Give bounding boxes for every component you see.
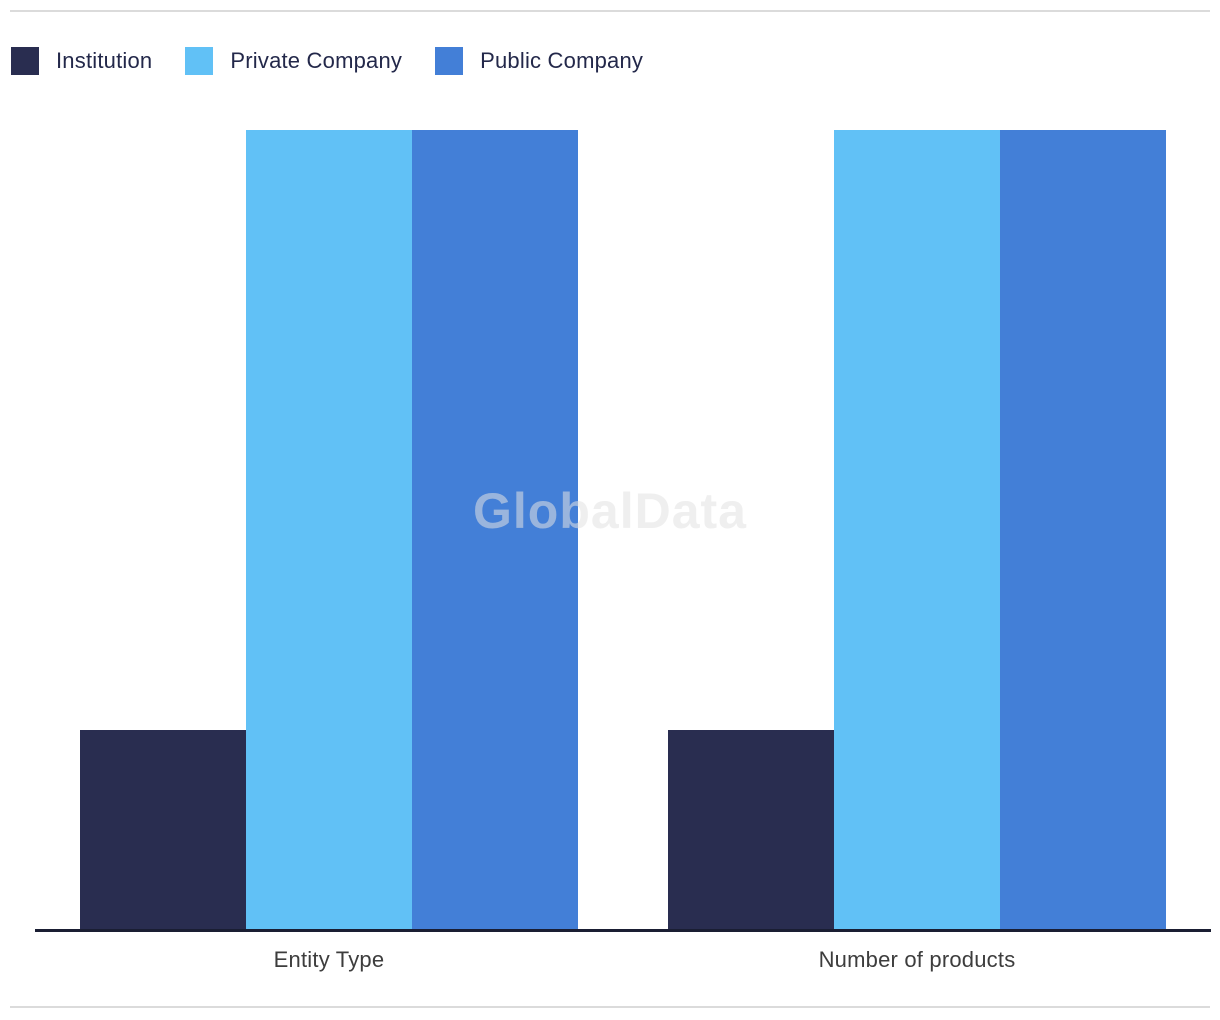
top-divider <box>10 10 1210 12</box>
legend-label-institution: Institution <box>56 48 153 73</box>
plot-area <box>35 130 1211 930</box>
bar-private-company-entity-type <box>246 130 412 930</box>
legend-swatch-public-company <box>435 47 464 75</box>
bar-public-company-entity-type <box>412 130 578 930</box>
legend-swatch-institution <box>11 47 39 75</box>
bar-public-company-number-of-products <box>1000 130 1166 930</box>
legend-swatch-private-company <box>185 47 214 75</box>
bar-group-entity-type <box>35 130 623 930</box>
legend-label-private-company: Private Company <box>230 48 403 73</box>
category-labels: Entity Type Number of products <box>35 947 1211 973</box>
bar-group-number-of-products <box>623 130 1211 930</box>
bar-private-company-number-of-products <box>834 130 1000 930</box>
legend-item-private-company: Private Company <box>185 47 402 75</box>
watermark: GlobalData <box>473 483 747 539</box>
bar-institution-number-of-products <box>668 730 834 930</box>
legend-label-public-company: Public Company <box>480 48 644 73</box>
legend-item-public-company: Public Company <box>435 47 643 75</box>
category-label-number-of-products: Number of products <box>818 947 1016 972</box>
x-axis-line <box>35 929 1211 932</box>
chart-legend: Institution Private Company Public Compa… <box>11 47 643 75</box>
bottom-divider <box>10 1006 1210 1008</box>
category-label-entity-type: Entity Type <box>273 947 385 972</box>
legend-item-institution: Institution <box>11 47 152 75</box>
bar-institution-entity-type <box>80 730 246 930</box>
